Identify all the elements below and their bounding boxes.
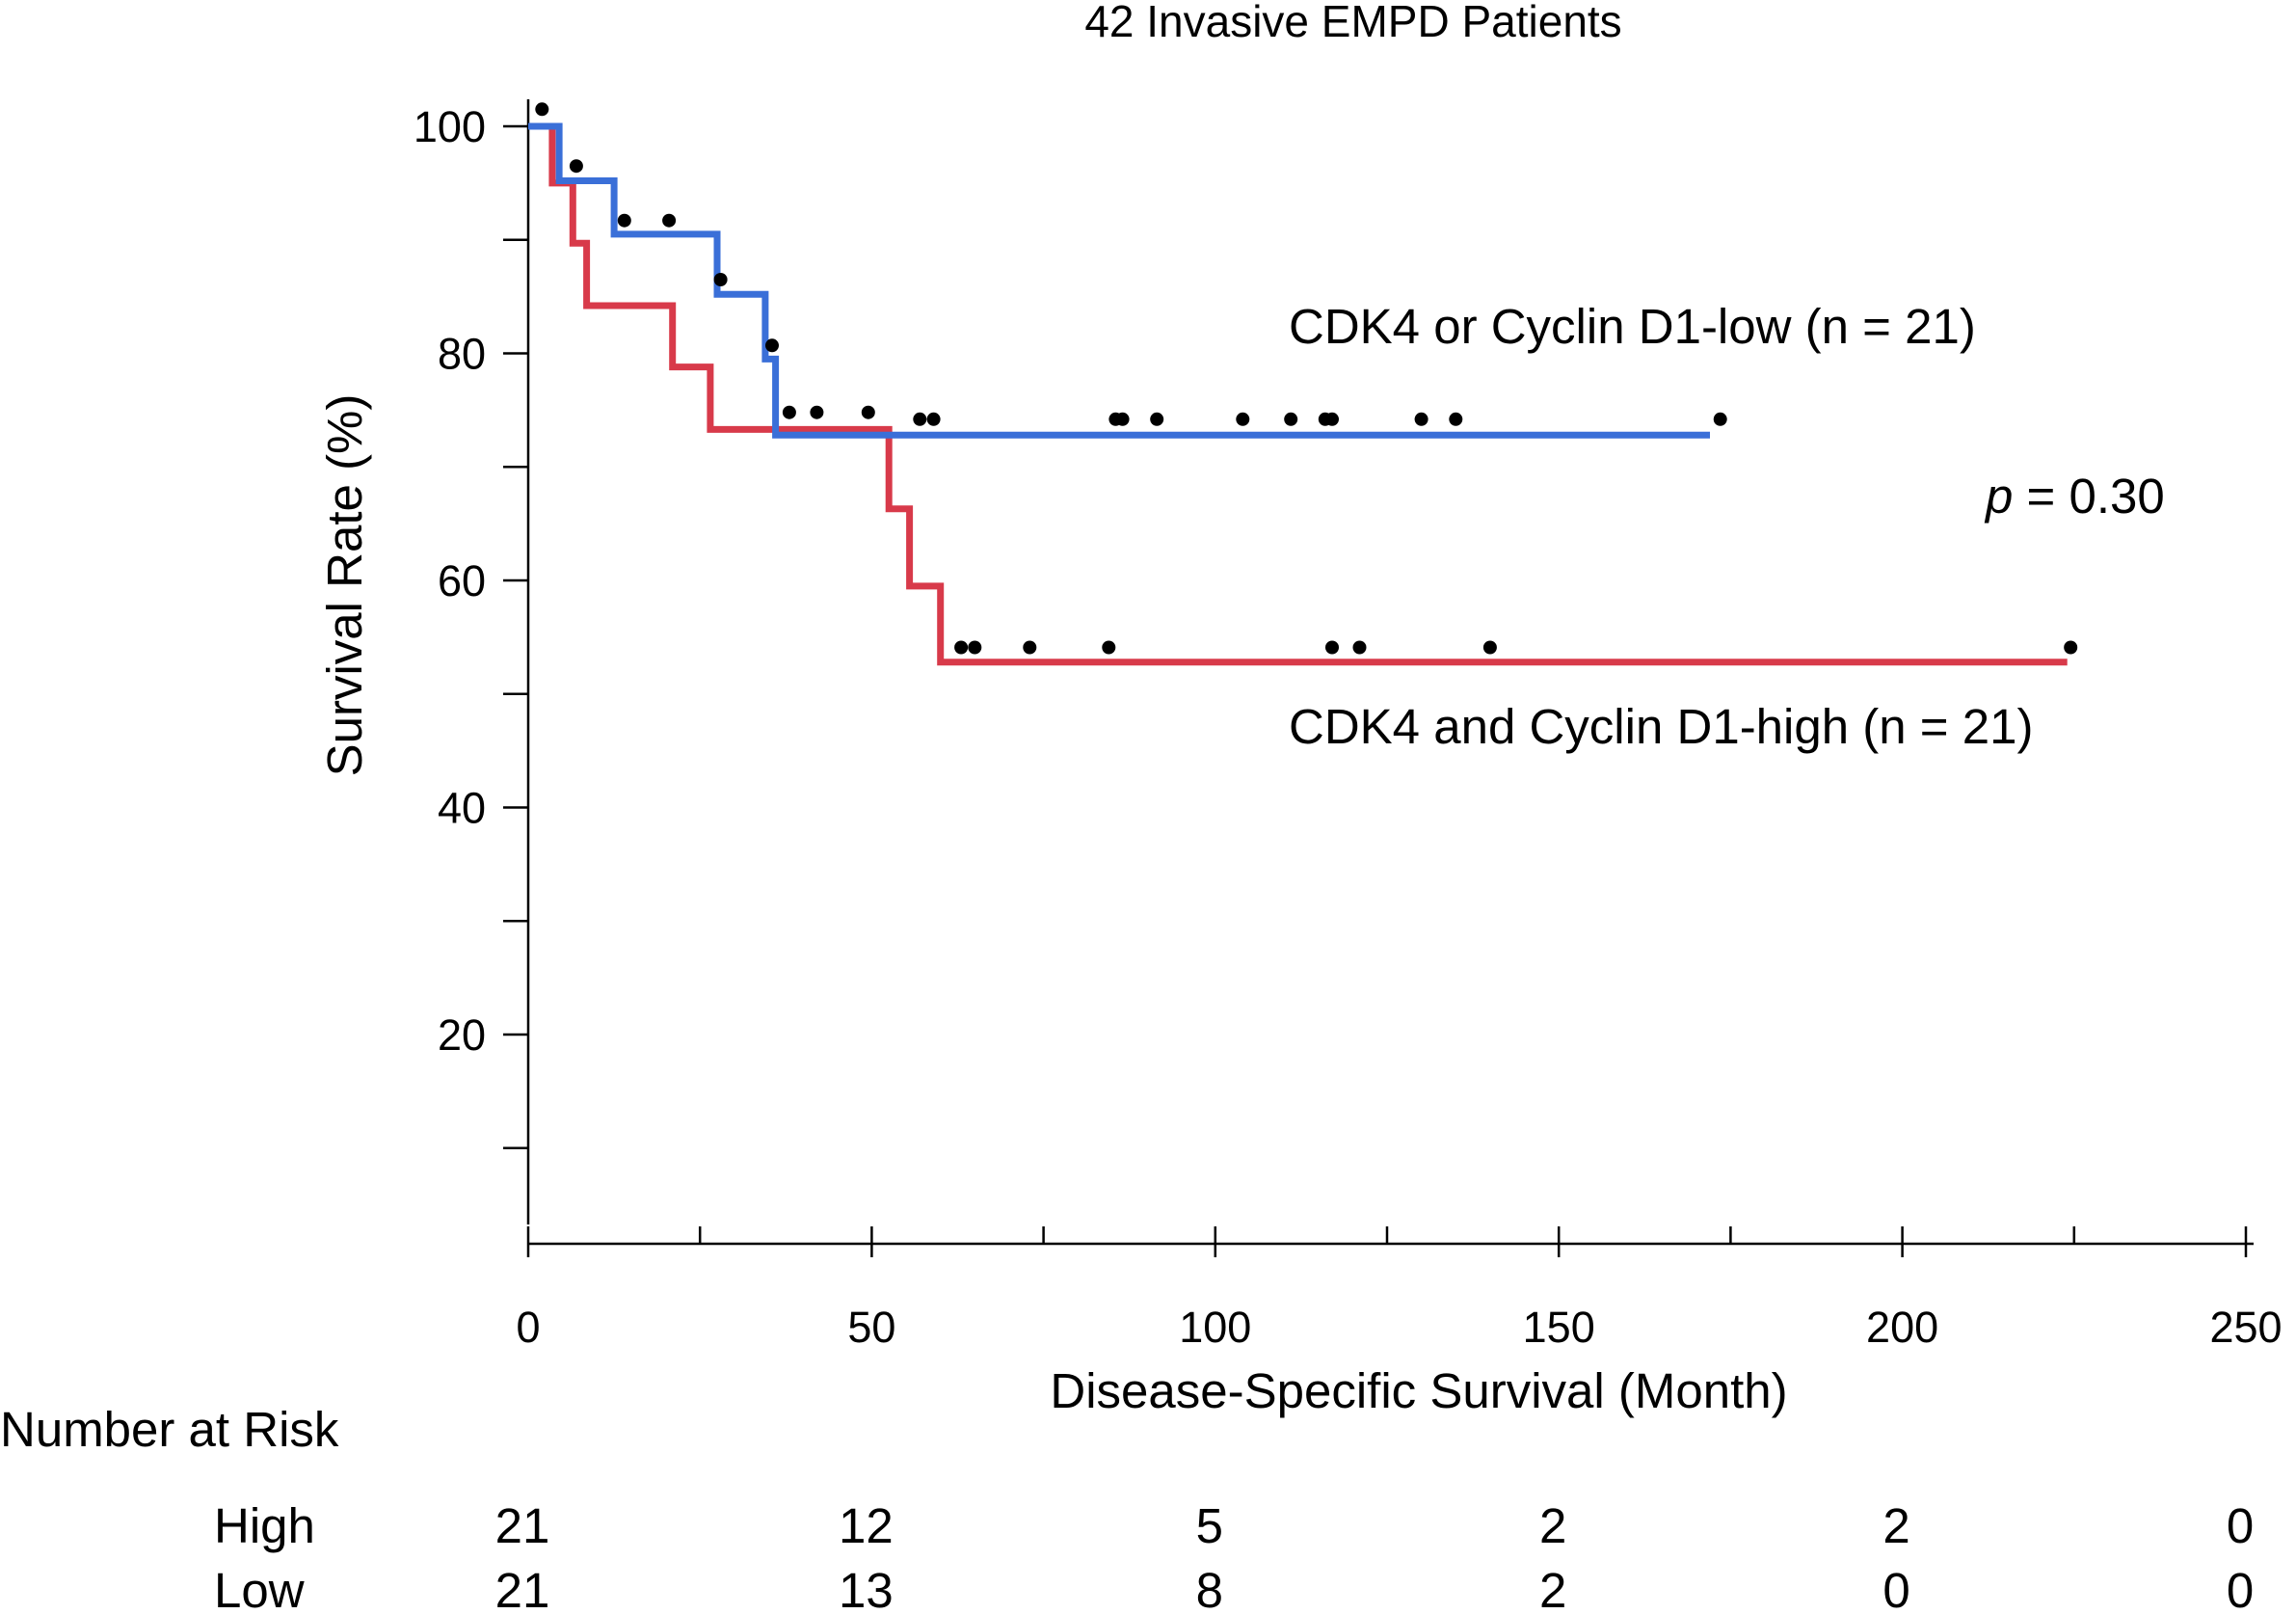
censor-mark-low bbox=[1115, 412, 1130, 426]
censor-mark-high bbox=[1023, 640, 1037, 655]
axes: 20 40 60 80 100 0 50 100 150 200 250 bbox=[414, 99, 2283, 1352]
risk-cell: 8 bbox=[1196, 1563, 1223, 1614]
censor-mark-high bbox=[2064, 640, 2078, 655]
censor-mark-high bbox=[968, 640, 982, 655]
risk-cell: 12 bbox=[839, 1498, 894, 1553]
censor-mark-high bbox=[1102, 640, 1116, 655]
x-tick-label: 250 bbox=[2209, 1303, 2282, 1352]
censor-mark-high bbox=[954, 640, 969, 655]
censor-mark-low bbox=[1325, 412, 1339, 426]
censor-mark-low bbox=[861, 405, 875, 419]
censor-mark-low bbox=[662, 213, 677, 228]
y-tick-label: 20 bbox=[438, 1010, 486, 1060]
censor-mark-low bbox=[810, 405, 824, 419]
y-tick-label: 40 bbox=[438, 784, 486, 833]
y-tick-label: 100 bbox=[414, 102, 486, 151]
risk-cell: 2 bbox=[1882, 1498, 1909, 1553]
p-value-text: = 0.30 bbox=[2013, 469, 2164, 524]
legend-label-low: CDK4 or Cyclin D1-low (n = 21) bbox=[1289, 299, 1976, 354]
censor-mark-low bbox=[713, 273, 728, 286]
x-tick-label: 0 bbox=[516, 1303, 540, 1352]
risk-cell: 21 bbox=[495, 1498, 550, 1553]
p-value-annotation: p = 0.30 bbox=[1984, 469, 2165, 524]
chart-title: 42 Invasive EMPD Patients bbox=[1084, 0, 1621, 46]
legend-label-high: CDK4 and Cyclin D1-high (n = 21) bbox=[1289, 699, 2033, 754]
survival-curve-low bbox=[528, 122, 1710, 439]
risk-cell: 0 bbox=[1882, 1563, 1909, 1614]
censor-mark-low bbox=[535, 102, 549, 117]
censor-mark-high bbox=[1325, 640, 1339, 655]
x-tick-label: 100 bbox=[1179, 1303, 1251, 1352]
censor-mark-high bbox=[1352, 640, 1367, 655]
censor-mark-low bbox=[617, 213, 631, 228]
censor-mark-low bbox=[926, 412, 941, 426]
x-axis-label: Disease-Specific Survival (Month) bbox=[1050, 1363, 1787, 1418]
censor-mark-low bbox=[765, 338, 779, 353]
risk-cell: 21 bbox=[495, 1563, 550, 1614]
censor-mark-high bbox=[1482, 640, 1497, 655]
censor-mark-low bbox=[569, 159, 583, 174]
y-axis-label: Survival Rate (%) bbox=[317, 394, 372, 777]
plot-marks bbox=[528, 102, 2078, 666]
risk-cell: 2 bbox=[1539, 1498, 1566, 1553]
censor-mark-low bbox=[782, 405, 796, 419]
x-tick-label: 200 bbox=[1866, 1303, 1938, 1352]
censor-mark-low bbox=[913, 412, 927, 426]
risk-row-label: Low bbox=[214, 1563, 305, 1614]
censor-mark-low bbox=[1414, 412, 1428, 426]
censor-mark-low bbox=[1150, 412, 1164, 426]
risk-row-label: High bbox=[214, 1498, 315, 1553]
survival-curve-high bbox=[528, 122, 2068, 666]
x-tick-label: 150 bbox=[1523, 1303, 1595, 1352]
x-tick-label: 50 bbox=[847, 1303, 895, 1352]
risk-cell: 0 bbox=[2227, 1498, 2254, 1553]
p-value-symbol: p bbox=[1984, 469, 2013, 524]
risk-table-title: Number at Risk bbox=[0, 1402, 339, 1457]
censor-mark-low bbox=[1284, 412, 1298, 426]
risk-table: Number at Risk High 21 12 5 2 2 0 Low 21 13 8 2 0 0 bbox=[0, 1402, 2254, 1614]
risk-cell: 13 bbox=[839, 1563, 894, 1614]
y-tick-label: 80 bbox=[438, 330, 486, 379]
y-tick-label: 60 bbox=[438, 556, 486, 605]
risk-cell: 0 bbox=[2227, 1563, 2254, 1614]
censor-mark-low bbox=[1236, 412, 1250, 426]
risk-cell: 2 bbox=[1539, 1563, 1566, 1614]
censor-mark-low bbox=[1449, 412, 1463, 426]
censor-mark-low bbox=[1713, 412, 1727, 426]
risk-cell: 5 bbox=[1196, 1498, 1223, 1553]
